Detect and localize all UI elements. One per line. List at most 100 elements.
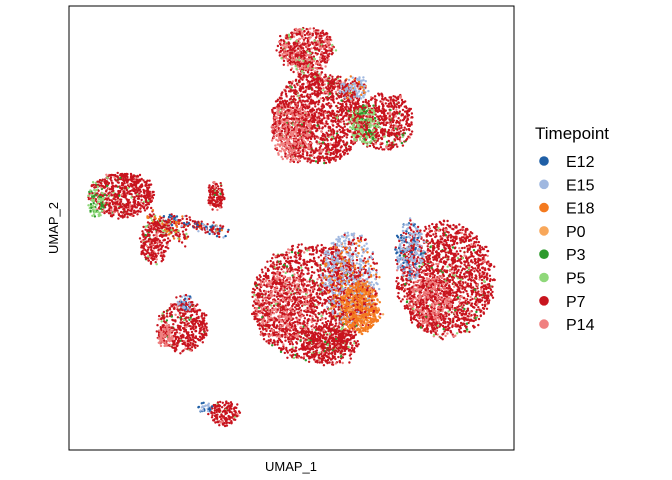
scatter-point [95,188,99,191]
scatter-point [376,121,379,124]
scatter-point [308,33,311,36]
scatter-point [409,107,413,111]
scatter-point [350,93,354,97]
scatter-point [350,141,353,145]
scatter-point [355,119,359,122]
scatter-point [351,80,354,84]
scatter-point [354,111,357,114]
scatter-point [286,44,289,47]
scatter-point [286,58,289,61]
scatter-point [326,148,329,151]
scatter-point [314,105,317,108]
scatter-point [157,238,160,241]
scatter-point [297,117,300,121]
scatter-point [325,122,328,125]
scatter-point [344,96,347,99]
scatter-point [379,146,383,149]
scatter-point [382,121,385,124]
scatter-point [339,75,342,79]
scatter-point [290,82,294,85]
scatter-point [364,138,368,141]
scatter-point [329,158,333,162]
scatter-point [381,98,384,101]
scatter-point [278,112,281,116]
scatter-point [289,45,292,48]
scatter-point [313,156,316,159]
scatter-point [326,43,329,47]
scatter-point [342,120,345,123]
scatter-point [345,118,348,122]
scatter-point [156,244,159,247]
scatter-point [331,135,334,139]
scatter-point [289,37,292,41]
scatter-point [297,149,300,152]
scatter-point [155,235,158,238]
scatter-point [92,206,96,209]
scatter-point [298,48,302,51]
scatter-point [398,124,401,127]
scatter-point [301,78,304,81]
scatter-point [273,113,276,116]
scatter-point [157,241,160,244]
scatter-point [378,94,381,97]
scatter-point [312,101,315,105]
scatter-point [311,34,314,37]
scatter-point [152,234,155,237]
scatter-point [317,67,321,70]
scatter-point [221,226,224,229]
scatter-point [222,236,225,239]
scatter-point [166,243,169,247]
scatter-point [393,110,396,114]
scatter-point [311,109,314,113]
scatter-point [360,93,363,97]
scatter-point [143,195,146,199]
scatter-point [313,118,317,122]
scatter-point [183,223,186,227]
scatter-point [294,92,297,96]
scatter-point [114,174,117,178]
scatter-point [395,131,399,134]
scatter-point [311,127,314,130]
scatter-point [285,123,288,126]
scatter-point [211,224,214,227]
scatter-point [307,54,311,57]
scatter-point [305,78,308,81]
scatter-point [362,105,365,108]
scatter-point [395,121,398,124]
scatter-point [178,233,181,236]
scatter-point [205,227,208,231]
scatter-point [311,63,315,67]
scatter-point [276,129,279,132]
scatter-point [282,149,286,152]
scatter-point [392,98,395,101]
scatter-point [321,103,324,106]
scatter-point [93,186,96,189]
scatter-point [372,145,376,149]
scatter-point [334,140,338,144]
scatter-point [410,121,413,124]
scatter-point [344,90,348,93]
scatter-point [346,128,349,131]
scatter-point [369,120,373,123]
scatter-point [315,100,318,104]
scatter-point [368,144,372,148]
scatter-point [317,41,321,44]
scatter-point [313,30,316,33]
scatter-point [314,70,317,73]
scatter-point [360,83,363,87]
scatter-point [298,52,301,55]
scatter-point [374,134,377,137]
scatter-point [335,97,338,100]
scatter-point [285,103,288,106]
scatter-point [312,72,316,76]
scatter-point [302,124,306,127]
scatter-point [181,217,184,220]
scatter-point [286,64,290,67]
scatter-point [218,230,221,233]
scatter-point [325,138,329,141]
scatter-point [400,126,403,129]
scatter-point [285,85,288,88]
scatter-point [298,59,301,62]
scatter-point [324,65,327,68]
scatter-point [292,58,295,62]
